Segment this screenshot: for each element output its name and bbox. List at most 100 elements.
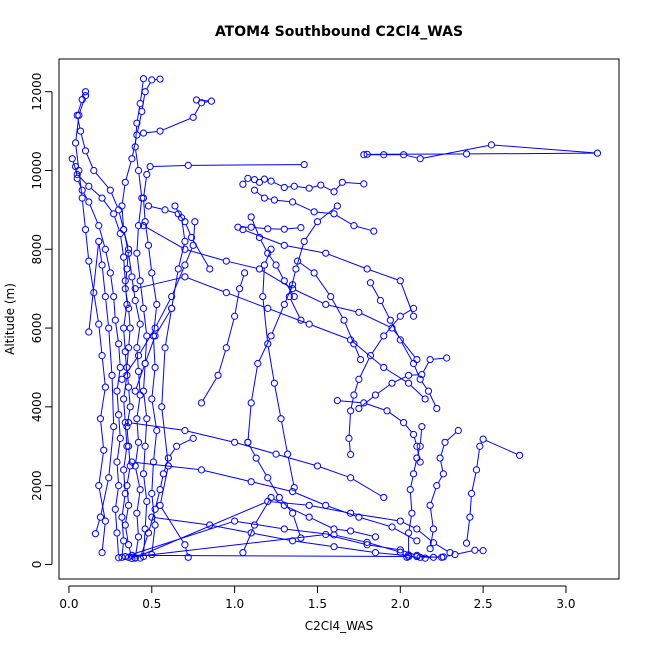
data-point: [439, 470, 447, 478]
series-line-segment: [123, 378, 127, 396]
y-tick-label: 2000: [30, 470, 44, 501]
series-line-segment: [369, 542, 398, 552]
data-point: [139, 304, 148, 312]
data-point: [476, 442, 484, 450]
data-point: [128, 155, 136, 163]
data-point: [396, 312, 404, 320]
data-point: [388, 324, 396, 332]
series-line-segment: [262, 268, 265, 294]
series-line-segment: [123, 307, 127, 326]
data-point: [416, 155, 424, 163]
y-tick-label: 10000: [30, 151, 44, 189]
data-point: [247, 478, 255, 486]
data-point: [134, 438, 143, 446]
series-line-segment: [101, 268, 106, 294]
series-line-segment: [187, 249, 224, 261]
series-line-segment: [151, 496, 156, 522]
data-point: [404, 371, 413, 379]
data-point: [396, 546, 404, 554]
series-line-segment: [100, 480, 109, 515]
data-point: [264, 249, 272, 257]
series-line-segment: [194, 105, 201, 115]
data-point: [133, 509, 141, 517]
series-line-segment: [354, 382, 359, 393]
data-point: [121, 419, 129, 427]
series-line-segment: [80, 133, 86, 148]
data-point: [189, 113, 197, 121]
data-point: [462, 539, 471, 547]
series-line-segment: [162, 118, 191, 131]
data-point: [264, 225, 272, 233]
series-line-segment: [237, 521, 282, 529]
series-line-segment: [414, 366, 420, 377]
series-line-segment: [155, 492, 160, 507]
series-line-segment: [153, 339, 156, 365]
data-point: [346, 336, 355, 344]
series-line-segment: [185, 247, 193, 263]
series-line-segment: [361, 517, 390, 527]
plot-area: [68, 75, 602, 563]
data-point: [424, 387, 433, 395]
data-point: [76, 127, 85, 135]
x-tick-label: 0.0: [59, 597, 78, 611]
data-point: [148, 395, 156, 403]
series-line-segment: [361, 313, 390, 328]
data-point: [149, 458, 158, 466]
data-point: [133, 344, 141, 352]
data-point: [171, 202, 179, 210]
data-point: [322, 501, 330, 509]
data-point: [139, 470, 148, 478]
data-point: [133, 249, 141, 257]
data-point: [148, 76, 156, 84]
series-line-segment: [337, 528, 348, 532]
data-point: [388, 379, 396, 387]
data-point: [120, 466, 128, 474]
series-line-segment: [136, 421, 139, 440]
series-line-segment: [389, 412, 402, 422]
data-point: [416, 442, 424, 450]
data-point: [110, 292, 118, 301]
series-line-segment: [128, 449, 131, 463]
data-point: [134, 533, 143, 541]
data-point: [356, 355, 365, 364]
series-line-segment: [125, 272, 128, 286]
series-line-segment: [469, 152, 595, 155]
data-point: [96, 415, 105, 423]
data-point: [247, 399, 255, 407]
data-point: [116, 229, 124, 238]
series-line-segment: [187, 277, 224, 292]
data-point: [105, 474, 113, 482]
series-line-segment: [126, 468, 131, 483]
series-line-segment: [348, 441, 351, 452]
data-point: [240, 269, 249, 277]
series-line-segment: [143, 177, 147, 196]
data-point: [239, 225, 247, 234]
series-line-segment: [352, 341, 382, 366]
data-point: [272, 261, 280, 269]
series-line-segment: [137, 114, 142, 133]
data-point: [388, 523, 396, 531]
data-point: [81, 88, 90, 96]
y-tick-label: 12000: [30, 73, 44, 111]
series-line-segment: [260, 239, 267, 251]
series-line-segment: [75, 145, 80, 168]
data-point: [133, 415, 141, 423]
series-line-segment: [139, 330, 154, 354]
series-line-segment: [409, 492, 413, 511]
data-point: [260, 261, 269, 269]
series-line-segment: [429, 393, 436, 406]
series-line-segment: [354, 346, 360, 357]
series-line-segment: [289, 271, 296, 294]
series-line-segment: [153, 307, 157, 333]
series-line-segment: [126, 370, 129, 385]
series-line-segment: [410, 384, 424, 398]
data-point: [239, 180, 247, 188]
data-point: [158, 403, 166, 411]
series-line-segment: [115, 512, 118, 530]
data-point: [244, 174, 252, 182]
data-point: [400, 151, 408, 159]
data-point: [181, 218, 189, 226]
series-line-segment: [126, 429, 129, 444]
series-line-segment: [430, 508, 434, 526]
data-point: [106, 186, 114, 194]
